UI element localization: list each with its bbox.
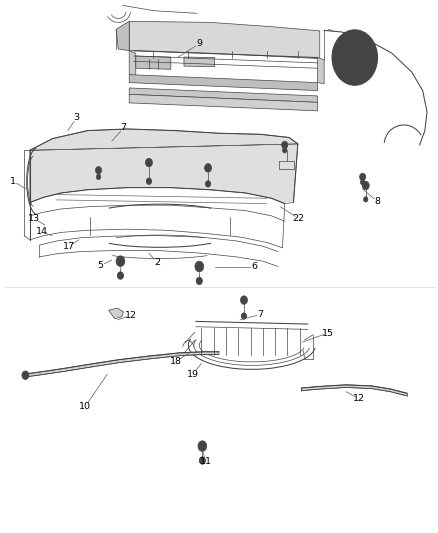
Text: 7: 7 [258,310,264,319]
Circle shape [145,158,152,167]
Circle shape [22,371,29,379]
Text: 2: 2 [154,258,160,266]
Circle shape [241,313,247,319]
Polygon shape [129,75,318,91]
Circle shape [364,197,368,202]
Polygon shape [30,129,298,204]
Circle shape [362,181,369,190]
Text: 1: 1 [10,177,16,185]
Circle shape [198,441,207,451]
Text: 12: 12 [353,394,365,403]
Circle shape [96,174,101,180]
Polygon shape [136,56,171,69]
Circle shape [197,263,202,270]
Polygon shape [129,51,136,76]
Text: 11: 11 [200,457,212,465]
Text: 13: 13 [28,214,40,223]
Polygon shape [129,88,318,102]
Circle shape [341,41,369,75]
Circle shape [199,457,205,464]
Circle shape [116,256,125,266]
Circle shape [205,164,212,172]
Circle shape [200,443,205,449]
Circle shape [360,180,365,185]
Polygon shape [129,94,318,111]
Circle shape [282,141,288,149]
Text: 6: 6 [251,262,257,271]
Text: 8: 8 [374,197,381,206]
Circle shape [360,173,366,181]
Circle shape [240,296,247,304]
Text: 15: 15 [321,329,334,337]
Text: 7: 7 [120,124,127,132]
Text: 14: 14 [35,228,48,236]
Text: 17: 17 [63,242,75,251]
Circle shape [95,166,102,174]
Circle shape [146,178,152,184]
Polygon shape [318,58,324,84]
Circle shape [283,148,287,153]
Text: 3: 3 [74,114,80,122]
Polygon shape [301,385,407,396]
Circle shape [332,30,378,85]
Text: 10: 10 [79,402,92,410]
Polygon shape [116,21,129,51]
Text: 12: 12 [124,311,137,320]
Text: 5: 5 [98,261,104,270]
Circle shape [195,261,204,272]
Text: 22: 22 [293,214,305,223]
Polygon shape [24,352,219,377]
Polygon shape [129,21,320,59]
Polygon shape [184,57,215,67]
Text: 19: 19 [187,370,199,378]
Circle shape [196,277,202,285]
Circle shape [350,52,359,63]
Polygon shape [109,308,124,319]
Circle shape [117,272,124,279]
Circle shape [205,181,211,187]
Circle shape [118,258,123,264]
Text: 9: 9 [196,39,202,48]
Text: 18: 18 [170,357,182,366]
